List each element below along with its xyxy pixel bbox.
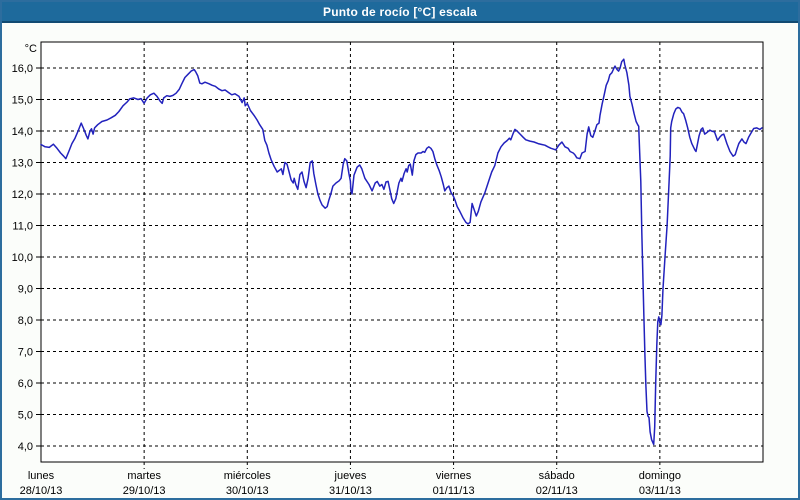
x-date-label: 31/10/13 bbox=[329, 485, 372, 497]
x-day-label: jueves bbox=[334, 470, 367, 482]
x-day-label: miércoles bbox=[224, 470, 272, 482]
x-date-label: 02/11/13 bbox=[536, 485, 578, 497]
y-tick-label: 4,0 bbox=[18, 441, 33, 453]
y-tick-label: 6,0 bbox=[18, 378, 33, 390]
chart-title: Punto de rocío [°C] escala bbox=[322, 4, 478, 19]
x-date-label: 03/11/13 bbox=[639, 485, 681, 497]
y-tick-label: 5,0 bbox=[18, 410, 33, 422]
y-axis-unit-label: °C bbox=[25, 43, 37, 55]
y-tick-label: 15,0 bbox=[12, 95, 33, 107]
x-day-label: viernes bbox=[436, 470, 472, 482]
y-tick-label: 9,0 bbox=[18, 284, 33, 296]
x-day-label: lunes bbox=[28, 470, 55, 482]
y-tick-label: 7,0 bbox=[18, 347, 33, 359]
y-tick-label: 11,0 bbox=[12, 221, 33, 233]
axis-frame bbox=[40, 41, 764, 463]
title-bar: Punto de rocío [°C] escala bbox=[2, 2, 798, 23]
y-tick-label: 10,0 bbox=[12, 252, 33, 264]
y-tick-label: 14,0 bbox=[12, 126, 33, 138]
x-date-label: 28/10/13 bbox=[20, 485, 63, 497]
x-date-label: 29/10/13 bbox=[123, 485, 166, 497]
x-day-label: sábado bbox=[539, 470, 575, 482]
dewpoint-series-line bbox=[40, 58, 763, 446]
y-tick-label: 12,0 bbox=[12, 189, 33, 201]
y-tick-label: 8,0 bbox=[18, 315, 33, 327]
x-day-label: domingo bbox=[639, 470, 681, 482]
y-tick-label: 13,0 bbox=[12, 158, 33, 170]
x-day-label: martes bbox=[127, 470, 161, 482]
x-date-label: 30/10/13 bbox=[226, 485, 269, 497]
y-tick-label: 16,0 bbox=[12, 63, 33, 75]
x-date-label: 01/11/13 bbox=[433, 485, 475, 497]
